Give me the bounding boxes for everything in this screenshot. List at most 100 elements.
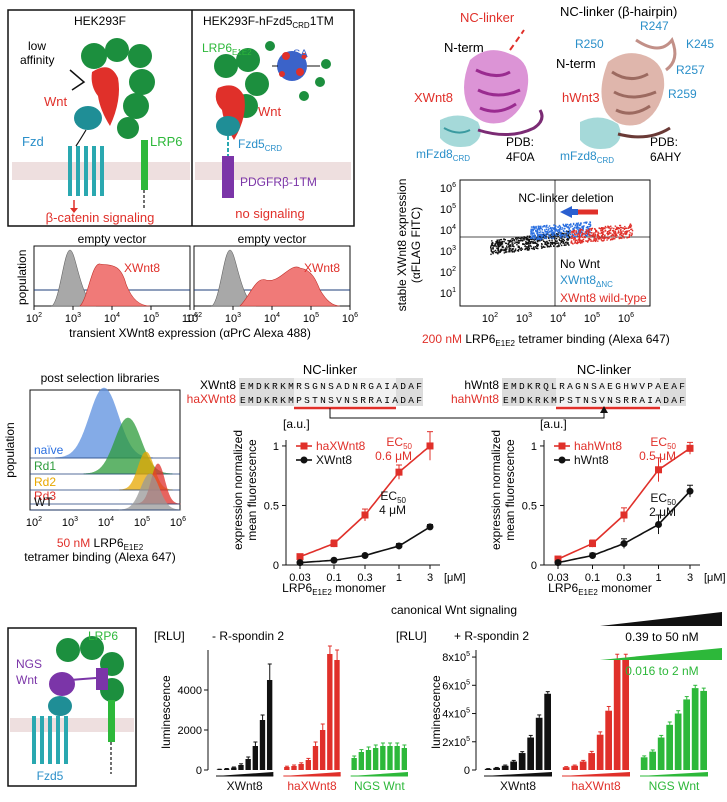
a-fzd5crd-label: Fzd5CRD: [238, 137, 282, 153]
f-title: canonical Wnt signaling: [391, 603, 517, 617]
c-point-dnc: [530, 232, 532, 234]
e-left-linker-window: [294, 378, 396, 406]
e-point-hWnt8: [620, 540, 628, 548]
c-point-nownt: [535, 247, 538, 250]
d-title: post selection libraries: [41, 371, 160, 385]
e-hwnt8-name: hWnt8: [464, 378, 499, 392]
c-point-nownt: [540, 237, 542, 239]
c-point-nownt: [508, 249, 510, 251]
c-point-wt: [595, 238, 597, 240]
c-point-nownt: [505, 249, 507, 251]
c-point-nownt: [509, 245, 511, 247]
c-point-nownt: [523, 243, 525, 245]
c-point-dnc: [545, 237, 548, 240]
c-point-dnc: [586, 227, 589, 229]
c-point-nownt: [494, 243, 496, 245]
a-pdgfr-label: PDGFRβ-1TM: [240, 175, 317, 189]
c-point-wt: [626, 237, 628, 239]
c-point-nownt: [514, 248, 517, 250]
c-point-wt: [605, 236, 608, 239]
d-xtick-label: 105: [134, 516, 150, 529]
b-res-r250: R250: [575, 37, 604, 51]
c-point-nownt: [497, 247, 499, 250]
c-point-wt: [575, 242, 578, 244]
f-wedge: [562, 772, 630, 776]
d-row-label: Rd3: [34, 489, 56, 503]
c-point-wt: [631, 229, 634, 232]
c-point-wt: [588, 234, 590, 237]
c-point-wt: [588, 237, 591, 240]
c-point-wt: [607, 225, 609, 227]
c-point-dnc: [570, 236, 572, 239]
c-point-nownt: [565, 230, 568, 233]
c-point-dnc: [581, 225, 583, 228]
c-point-nownt: [516, 241, 519, 243]
c-point-dnc: [572, 236, 575, 238]
c-point-nownt: [524, 236, 526, 239]
f-bar-haXWnt8: [334, 660, 340, 770]
c-point-nownt: [530, 240, 533, 243]
c-point-wt: [630, 225, 633, 227]
b-res-k245: K245: [686, 37, 714, 51]
c-point-wt: [620, 228, 622, 231]
c-point-wt: [614, 231, 617, 233]
c-point-wt: [613, 227, 615, 230]
c-point-wt: [617, 230, 620, 232]
e-left-header: NC-linker: [303, 362, 358, 377]
c-point-nownt: [517, 242, 519, 244]
c-point-nownt: [515, 239, 518, 241]
c-point-nownt: [501, 249, 503, 251]
c-point-nownt: [499, 251, 502, 253]
c-point-wt: [608, 232, 610, 235]
c-point-dnc: [573, 226, 576, 229]
c-point-nownt: [568, 237, 571, 239]
c-point-dnc: [566, 235, 568, 238]
c-point-dnc: [539, 227, 542, 230]
c-point-dnc: [559, 227, 561, 230]
c-point-nownt: [504, 247, 507, 249]
c-point-nownt: [546, 241, 548, 243]
e-ec50-label: EC50: [650, 435, 676, 451]
c-point-dnc: [530, 237, 532, 240]
f-wedge: [216, 772, 274, 776]
c-point-nownt: [536, 245, 539, 248]
c-point-wt: [580, 239, 583, 242]
a-lrp6-left: [81, 38, 155, 210]
e-right-y-label2: mean fluorescence: [503, 439, 517, 541]
c-y-ticks: 106 105 104 103 102 101: [440, 182, 456, 300]
c-point-dnc: [540, 225, 542, 228]
c-point-nownt: [542, 239, 544, 241]
c-point-wt: [581, 232, 584, 234]
c-point-wt: [570, 237, 572, 240]
c-point-wt: [610, 234, 612, 237]
c-point-dnc: [549, 230, 551, 232]
c-point-dnc: [545, 232, 547, 235]
c-point-wt: [584, 233, 586, 235]
c-point-nownt: [497, 243, 500, 245]
c-point-nownt: [548, 234, 550, 236]
c-point-dnc: [552, 233, 555, 235]
c-point-wt: [585, 240, 587, 242]
c-point-dnc: [544, 229, 546, 231]
c-point-wt: [625, 232, 628, 234]
e-right-y-label: expression normalized: [489, 430, 503, 550]
c-point-dnc: [533, 235, 536, 237]
c-point-dnc: [539, 234, 541, 237]
c-point-nownt: [525, 243, 527, 245]
c-point-wt: [630, 224, 632, 226]
c-point-wt: [573, 239, 575, 241]
c-point-dnc: [557, 232, 559, 235]
c-point-dnc: [539, 229, 541, 231]
c-point-dnc: [568, 224, 571, 226]
c-point-wt: [576, 234, 578, 236]
c-point-dnc: [569, 230, 571, 232]
c-point-wt: [583, 233, 585, 235]
c-point-nownt: [517, 249, 519, 252]
c-point-nownt: [491, 243, 493, 245]
c-point-dnc: [532, 228, 534, 230]
c-point-nownt: [556, 245, 558, 248]
c-xtick-label: 105: [584, 312, 600, 325]
c-point-wt: [631, 232, 633, 234]
e-point-haXWnt8: [395, 468, 403, 476]
